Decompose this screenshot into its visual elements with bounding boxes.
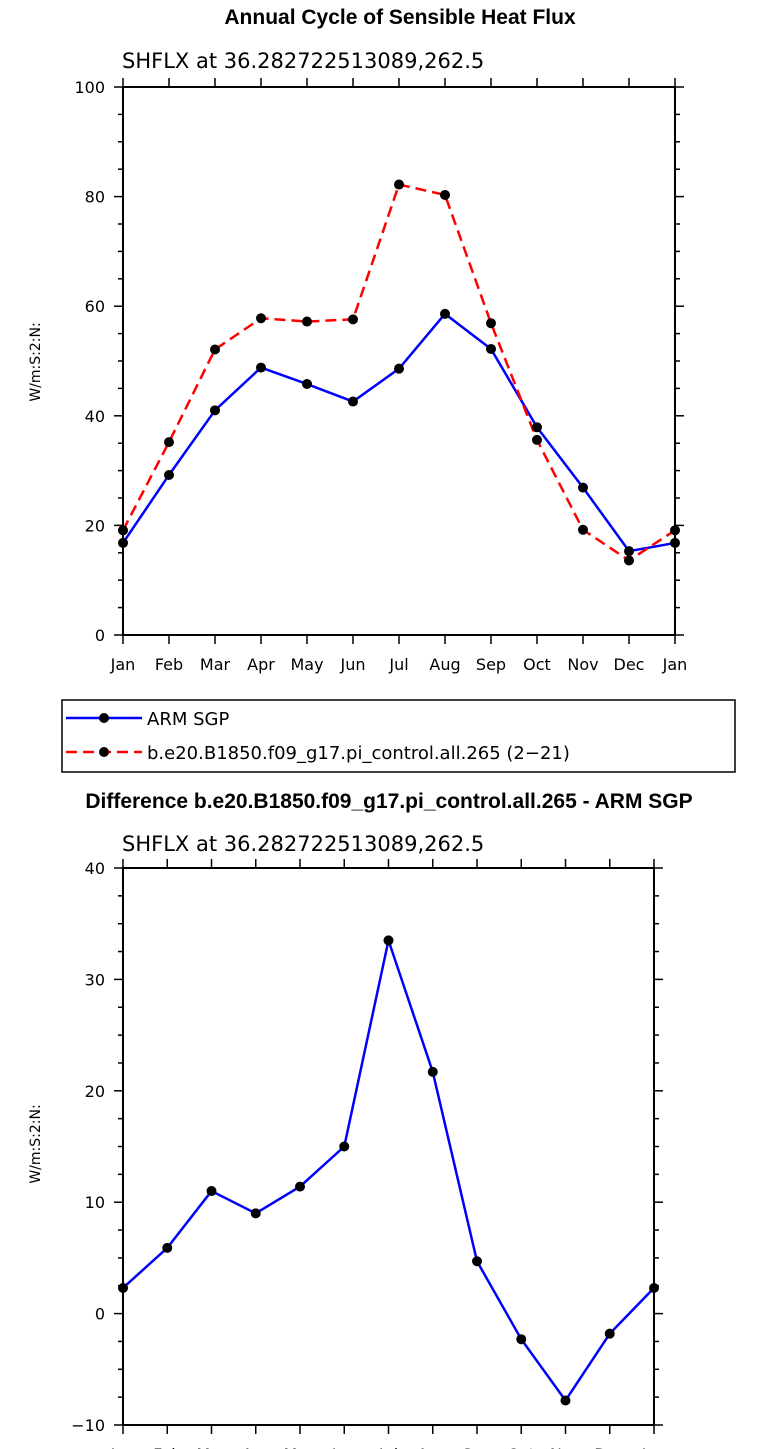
chart2-xtick-label: Jul [378,1445,398,1449]
chart2-xtick-label: Aug [417,1445,448,1449]
chart2-series-0-point [560,1395,571,1406]
chart1-series-0-point [624,546,634,557]
chart2-ytick-label: 40 [85,859,105,878]
chart1-series-1-point [256,313,266,324]
chart2-series-0-point [516,1334,527,1345]
chart2-plot: −10 0 10 20 30 40 Jan Feb Mar Apr May Jun Jul Aug Sep O… [71,859,666,1449]
chart1-series-0-point [578,482,588,493]
chart1-series-1-point [118,525,128,536]
chart2-xtick-label: Mar [196,1445,227,1449]
chart1-xtick-label: Jan [110,655,136,674]
chart1-series-0-point [486,343,496,354]
chart2-series-0-point [118,1282,128,1293]
chart1-subtitle: SHFLX at 36.282722513089,262.5 [122,49,484,73]
chart1-series-0-point [164,469,174,480]
chart1-ytick-label: 100 [74,78,105,97]
chart2-series-0-point [162,1242,173,1253]
legend-marker [99,713,109,723]
chart2-ytick-label: 30 [85,970,105,989]
chart1-xtick-label: Oct [523,655,551,674]
chart1-ytick-label: 20 [85,516,105,535]
chart1-xtick-label: Jan [662,655,688,674]
chart2-xtick-label: Jun [331,1445,357,1449]
chart1-series-0-point [302,379,312,390]
chart1-series-0-point [118,537,128,548]
chart1-frame [122,86,676,636]
chart2-xtick-label: Sep [462,1445,492,1449]
chart2-series-0-point [295,1181,305,1192]
chart1-xtick-label: Jun [340,655,366,674]
legend-label: ARM SGP [147,709,229,730]
legend-marker [99,747,109,757]
chart2-series-0-point [472,1256,482,1267]
legend-box [61,699,736,773]
chart2-series-0-point [250,1208,261,1219]
chart1-xtick-label: Aug [429,655,460,674]
chart2-series-0-point [339,1141,350,1152]
chart2-xtick-label: Oct [507,1445,535,1449]
chart1-series-0-point [256,362,266,373]
chart1-series-1-point [164,437,174,448]
chart2-series-0-point [427,1066,438,1077]
chart1-xtick-label: Apr [247,655,275,674]
chart1-ylabel: W/m:S:2:N: [28,322,44,401]
chart1-ytick-label: 60 [85,297,105,316]
chart2-series-0-point [649,1282,659,1293]
chart2-title: Difference b.e20.B1850.f09_g17.pi_contro… [85,790,692,813]
legend-label: b.e20.B1850.f09_g17.pi_control.all.265 (… [147,743,570,764]
chart2-frame [122,867,655,1426]
chart2-series-0-point [206,1186,217,1197]
chart1-title: Annual Cycle of Sensible Heat Flux [224,6,576,29]
chart2-ytick-label: 20 [85,1082,105,1101]
chart2-ytick-label: 10 [85,1193,105,1212]
chart2-subtitle: SHFLX at 36.282722513089,262.5 [122,832,484,856]
chart2-xtick-label: Jan [641,1445,667,1449]
chart1-series-1-point [210,344,220,355]
chart1-series-1-point [486,318,496,329]
chart1-series-0-point [394,363,404,374]
chart1-ytick-label: 40 [85,407,105,426]
chart1-series-1-point [348,314,358,325]
chart1-xtick-label: Mar [200,655,231,674]
chart1-ytick-label: 0 [95,626,105,645]
chart1-series-line-0 [121,312,676,553]
chart1-series-0-point [440,308,450,319]
chart1-xtick-label: Feb [155,655,183,674]
chart1-plot: 0 20 40 60 80 100 Jan Feb Mar Apr May Jun Jul Aug Sep O… [74,78,687,674]
chart1-series-1-point [532,434,542,445]
chart1-series-0-point [532,422,542,433]
chart1-series-0-point [348,396,358,407]
chart1-series-1-point [394,179,404,190]
chart2-series-0-point [604,1328,615,1339]
chart2-ytick-label: 0 [95,1305,105,1324]
chart1-series-0-point [210,405,220,416]
legend: ARM SGP b.e20.B1850.f09_g17.pi_control.al… [61,699,736,773]
chart2-ytick-label: −10 [71,1416,105,1435]
chart1-series-1-point [302,316,312,327]
chart1-series-1-point [670,525,680,536]
chart2-xtick-label: Dec [594,1445,625,1449]
chart2-xtick-label: Feb [153,1445,181,1449]
chart2-ylabel: W/m:S:2:N: [28,1104,44,1183]
chart2-series-0-point [383,935,394,946]
chart1-xtick-label: Jul [388,655,408,674]
chart2-xtick-label: May [283,1445,316,1449]
chart2-series-line-0 [122,935,655,1403]
chart1-series-1-point [624,555,634,566]
chart1-series-0-point [670,537,680,548]
chart1-series-1-point [440,189,450,200]
chart1-xtick-label: May [290,655,323,674]
chart1-ytick-label: 80 [85,188,105,207]
chart1-xtick-label: Nov [567,655,598,674]
chart1-xtick-label: Dec [614,655,645,674]
chart2-xtick-label: Jan [110,1445,136,1449]
chart2-xtick-label: Nov [550,1445,581,1449]
chart2-xtick-label: Apr [242,1445,270,1449]
chart1-series-1-point [578,524,588,535]
chart1-xtick-label: Sep [476,655,506,674]
